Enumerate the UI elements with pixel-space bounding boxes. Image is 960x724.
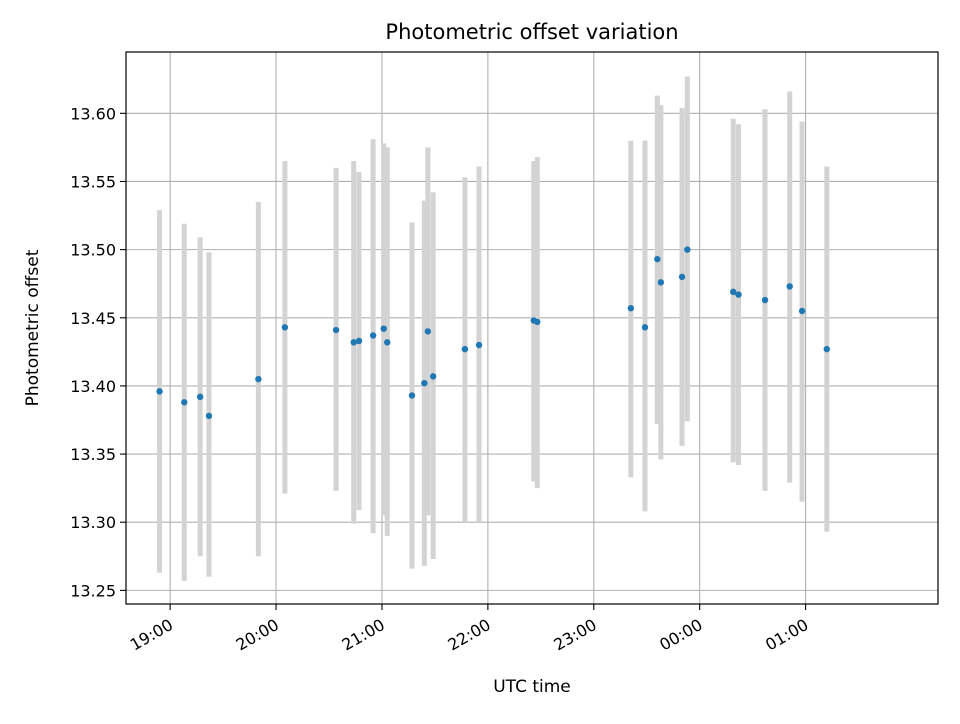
- data-point: [761, 296, 769, 304]
- data-point: [641, 324, 649, 331]
- data-point: [684, 246, 691, 253]
- data-point: [255, 375, 262, 383]
- plot-frame: [125, 51, 939, 605]
- data-point: [355, 337, 363, 345]
- data-point: [678, 273, 686, 281]
- data-point: [384, 339, 391, 346]
- y-axis-ticks: 13.25 13.30 13.35 13.40 13.45 13.50 13.55 13.60: [70, 104, 126, 600]
- data-point: [421, 380, 428, 387]
- y-tick-label: 13.45: [70, 309, 116, 328]
- y-axis-label: Photometric offset: [23, 249, 43, 406]
- data-point: [369, 332, 377, 339]
- data-point: [408, 392, 416, 399]
- data-point: [461, 345, 469, 353]
- data-point: [534, 318, 541, 326]
- y-tick-label: 13.50: [70, 241, 116, 260]
- data-points: [156, 246, 830, 420]
- data-point: [627, 305, 635, 312]
- y-tick-label: 13.55: [70, 172, 116, 191]
- data-point: [156, 388, 163, 395]
- y-tick-label: 13.60: [70, 104, 116, 123]
- data-point: [181, 399, 188, 406]
- data-point: [429, 373, 437, 380]
- data-point: [350, 339, 357, 346]
- data-point: [332, 326, 340, 334]
- data-point: [475, 341, 483, 349]
- data-point: [654, 255, 661, 263]
- y-tick-label: 13.40: [70, 377, 116, 396]
- y-tick-label: 13.35: [70, 445, 116, 464]
- chart-title: Photometric offset variation: [385, 20, 678, 44]
- data-point: [657, 279, 665, 286]
- y-tick-label: 13.30: [70, 513, 116, 532]
- data-point: [823, 345, 830, 353]
- data-point: [205, 412, 213, 420]
- data-point: [786, 283, 793, 290]
- data-point: [424, 328, 432, 335]
- data-point: [798, 307, 806, 315]
- y-tick-label: 13.25: [70, 581, 116, 600]
- data-point: [380, 325, 387, 332]
- x-axis-label: UTC time: [493, 677, 571, 697]
- data-point: [281, 324, 289, 331]
- data-point: [730, 288, 737, 296]
- data-point: [196, 393, 204, 401]
- data-point: [735, 291, 742, 298]
